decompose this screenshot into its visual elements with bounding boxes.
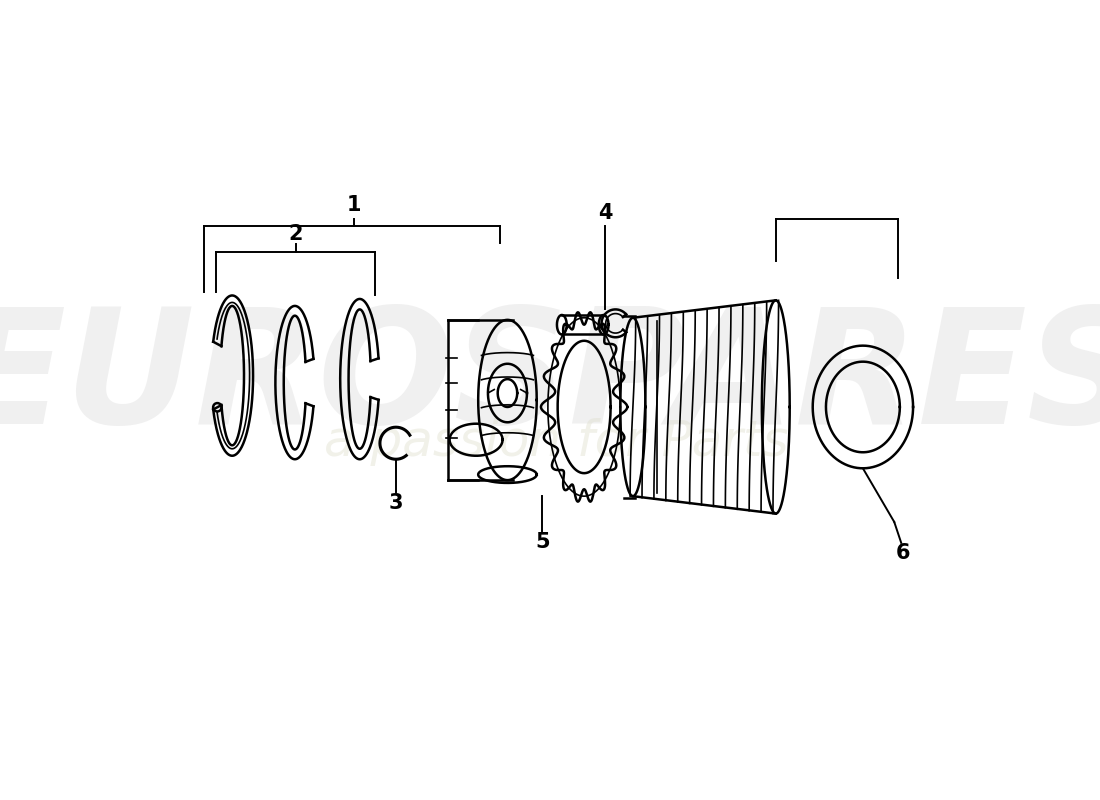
Text: 3: 3 xyxy=(388,493,404,513)
Text: 1: 1 xyxy=(346,195,362,215)
Text: EUROSPARES: EUROSPARES xyxy=(0,302,1100,457)
Text: 6: 6 xyxy=(896,543,911,563)
Text: 2: 2 xyxy=(288,224,302,244)
Text: 5: 5 xyxy=(535,532,550,552)
Text: a passion for Parts: a passion for Parts xyxy=(324,418,789,466)
Text: 4: 4 xyxy=(597,203,613,223)
